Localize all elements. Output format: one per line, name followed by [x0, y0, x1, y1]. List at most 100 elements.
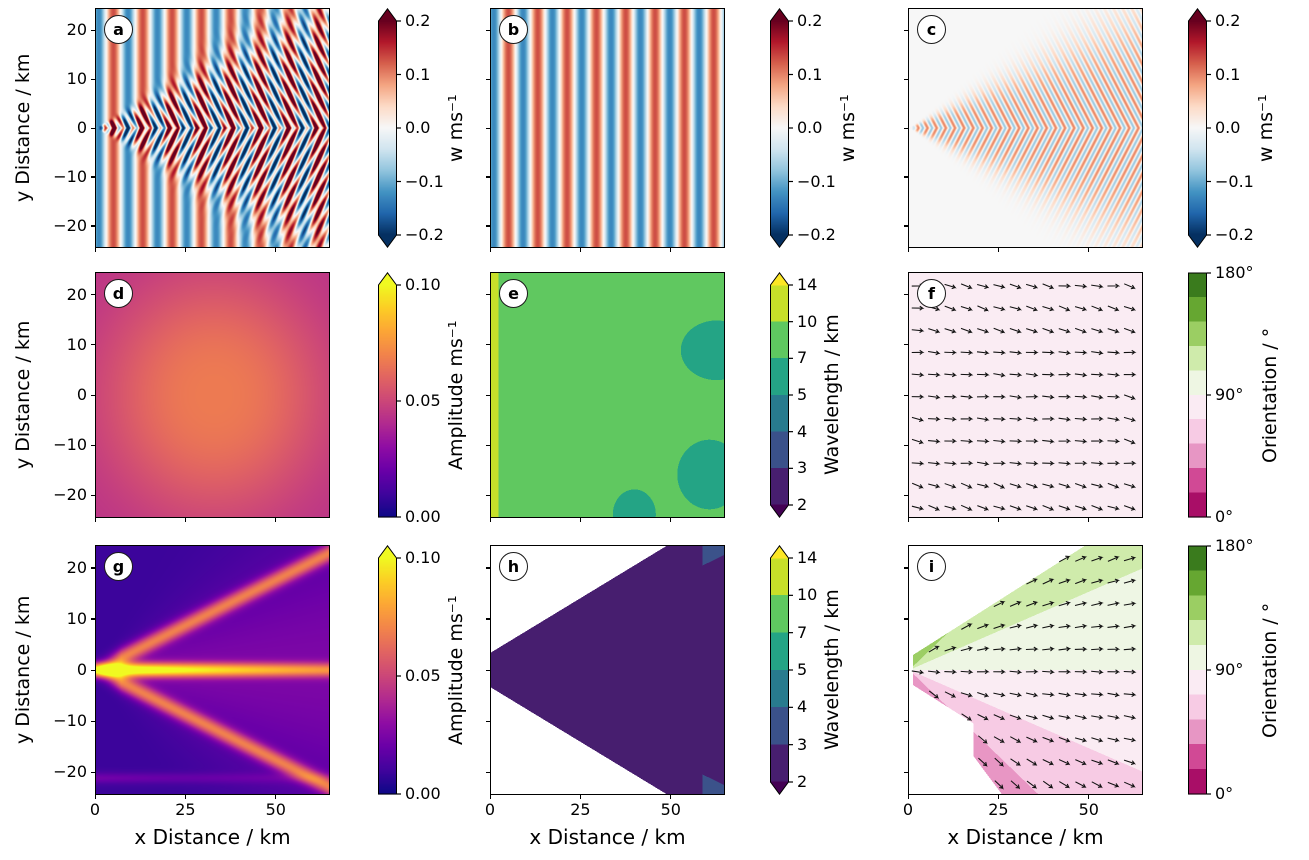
x-axis-tick	[94, 795, 96, 799]
y-axis-tick	[904, 127, 908, 129]
y-axis-tick	[904, 78, 908, 80]
colorbar-label-amp: Amplitude ms⁻¹	[445, 320, 467, 470]
x-tick-label: 0	[89, 800, 101, 819]
colorbar-tick-label: 0.2	[405, 11, 431, 30]
x-axis-tick	[489, 248, 491, 252]
x-axis-label: x Distance / km	[529, 825, 686, 849]
panel-c: c	[908, 8, 1143, 248]
x-tick-label: 0	[484, 800, 496, 819]
y-tick-label: 20	[66, 20, 87, 40]
panel-h-heatmap	[491, 546, 724, 794]
y-tick-label: −20	[53, 485, 87, 505]
colorbar-tick-label: 0.1	[1215, 64, 1241, 84]
y-axis-tick	[486, 294, 490, 296]
panel-d: d	[95, 272, 330, 518]
colorbar-tick-label: 0.1	[797, 64, 823, 84]
y-axis-tick	[91, 176, 95, 178]
y-axis-tick	[91, 78, 95, 80]
y-axis-tick	[904, 567, 908, 569]
y-axis-tick	[486, 29, 490, 31]
y-axis-tick	[486, 494, 490, 497]
y-axis-tick	[91, 394, 95, 396]
colorbar-label-wav: Wavelength / km	[821, 589, 843, 751]
x-axis-tick	[907, 795, 909, 799]
colorbar-tick-label: 0.2	[797, 11, 823, 30]
colorbar-tick-label: 0.0	[797, 118, 823, 137]
x-tick-label: 50	[1078, 800, 1099, 819]
colorbar-label-ori: Orientation / °	[1259, 602, 1281, 738]
y-axis-tick	[904, 669, 908, 671]
y-axis-tick	[91, 225, 95, 227]
y-axis-tick	[904, 720, 908, 722]
y-tick-label: 0	[76, 118, 87, 137]
panel-e: e	[490, 272, 725, 518]
colorbar-tick-label: 3	[797, 458, 808, 478]
colorbar-amp-d	[378, 272, 401, 518]
colorbar-w-c	[1188, 8, 1211, 248]
x-axis-tick	[1088, 518, 1090, 522]
y-axis-tick	[486, 618, 490, 620]
y-axis-tick	[486, 771, 490, 773]
y-tick-label: −20	[53, 762, 87, 782]
colorbar-tick-label: 14	[797, 548, 818, 567]
x-tick-label: 0	[902, 800, 914, 819]
colorbar-wav-gradient	[770, 272, 793, 518]
colorbar-w-a	[378, 8, 401, 248]
colorbar-tick-label: 4	[797, 421, 808, 441]
panel-a: a	[95, 8, 330, 248]
colorbar-tick-label: 7	[797, 348, 808, 368]
x-axis-tick	[670, 518, 672, 522]
colorbar-tick-label: 14	[797, 275, 818, 294]
panel-e-heatmap	[491, 273, 724, 517]
panel-f: f	[908, 272, 1143, 518]
colorbar-tick-label: 0.05	[405, 391, 441, 410]
x-axis-tick	[997, 518, 1000, 522]
x-axis-tick	[579, 518, 582, 522]
colorbar-label-w: w ms⁻¹	[445, 94, 467, 162]
x-tick-label: 25	[570, 800, 591, 819]
x-axis-tick	[1088, 248, 1090, 252]
panel-d-heatmap	[96, 273, 329, 517]
y-axis-tick	[904, 294, 908, 296]
y-axis-tick	[91, 344, 95, 346]
panel-f-heatmap	[909, 273, 1142, 517]
panel-b-heatmap	[491, 9, 724, 247]
x-axis-tick	[184, 518, 187, 522]
y-axis-tick	[91, 29, 95, 31]
y-axis-tick	[91, 720, 95, 722]
panel-i: i	[908, 545, 1143, 795]
colorbar-tick-label: 0.10	[405, 275, 441, 294]
colorbar-label-amp: Amplitude ms⁻¹	[445, 595, 467, 745]
colorbar-tick-label: 0.2	[1215, 11, 1241, 30]
colorbar-label-ori: Orientation / °	[1259, 327, 1281, 463]
colorbar-tick-label: 90°	[1215, 385, 1244, 404]
x-axis-tick	[1088, 795, 1090, 799]
colorbar-tick-label: −0.1	[1215, 171, 1254, 191]
y-axis-tick	[904, 444, 908, 446]
colorbar-tick-label: 7	[797, 622, 808, 642]
colorbar-tick-label: 2	[797, 495, 808, 514]
colorbar-tick-label: 0.0	[1215, 118, 1241, 137]
colorbar-tick-label: 0.1	[405, 64, 431, 84]
colorbar-tick-label: 0°	[1215, 507, 1234, 526]
panel-letter-f: f	[917, 279, 946, 308]
colorbar-ori-f	[1188, 272, 1211, 518]
y-axis-tick	[91, 444, 95, 446]
colorbar-tick-label: 4	[797, 697, 808, 717]
x-axis-tick	[489, 518, 491, 522]
y-axis-tick	[904, 176, 908, 178]
y-axis-label: y Distance / km	[12, 595, 34, 745]
y-axis-tick	[486, 669, 490, 671]
y-tick-label: 0	[76, 660, 87, 679]
y-tick-label: 0	[76, 385, 87, 404]
panel-letter-c: c	[917, 15, 946, 44]
y-axis-tick	[486, 127, 490, 129]
colorbar-tick-label: 10	[797, 311, 818, 331]
y-axis-tick	[904, 618, 908, 620]
colorbar-tick-label: 0°	[1215, 784, 1234, 803]
panel-letter-i: i	[917, 552, 946, 581]
colorbar-tick-label: 180°	[1215, 263, 1254, 282]
colorbar-tick-label: −0.2	[405, 225, 444, 244]
x-axis-tick	[670, 248, 672, 252]
